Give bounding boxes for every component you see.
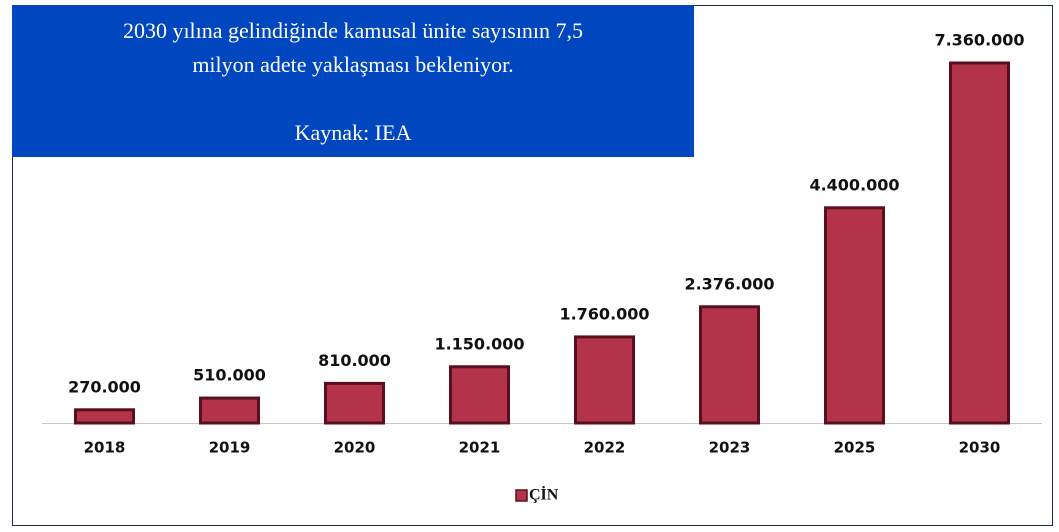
data-label: 810.000 <box>318 351 391 370</box>
x-tick-label: 2022 <box>584 439 626 457</box>
bar <box>74 408 135 425</box>
data-label: 1.760.000 <box>559 304 649 323</box>
data-label: 7.360.000 <box>934 31 1024 50</box>
bar <box>824 206 885 425</box>
bar <box>324 381 385 425</box>
bar <box>949 61 1010 425</box>
bar <box>574 335 635 425</box>
data-label: 510.000 <box>193 366 266 385</box>
x-tick-label: 2021 <box>459 439 501 457</box>
data-label: 4.400.000 <box>809 175 899 194</box>
data-label: 2.376.000 <box>684 274 774 293</box>
x-tick-label: 2023 <box>709 439 751 457</box>
bar <box>449 365 510 425</box>
data-label: 1.150.000 <box>434 334 524 353</box>
x-tick-label: 2030 <box>959 439 1001 457</box>
annotation-box <box>12 5 694 157</box>
legend-swatch <box>515 489 528 502</box>
bar <box>199 396 260 425</box>
annotation-line: 2030 yılına gelindiğinde kamusal ünite s… <box>123 18 583 43</box>
annotation-line: Kaynak: IEA <box>295 120 412 145</box>
x-tick-label: 2018 <box>84 439 126 457</box>
annotation-line: milyon adete yaklaşması bekleniyor. <box>192 52 513 77</box>
legend-label: ÇİN <box>529 485 559 504</box>
x-tick-label: 2020 <box>334 439 376 457</box>
data-label: 270.000 <box>68 377 141 396</box>
x-tick-label: 2019 <box>209 439 251 457</box>
x-tick-label: 2025 <box>834 439 876 457</box>
bar <box>699 305 760 425</box>
